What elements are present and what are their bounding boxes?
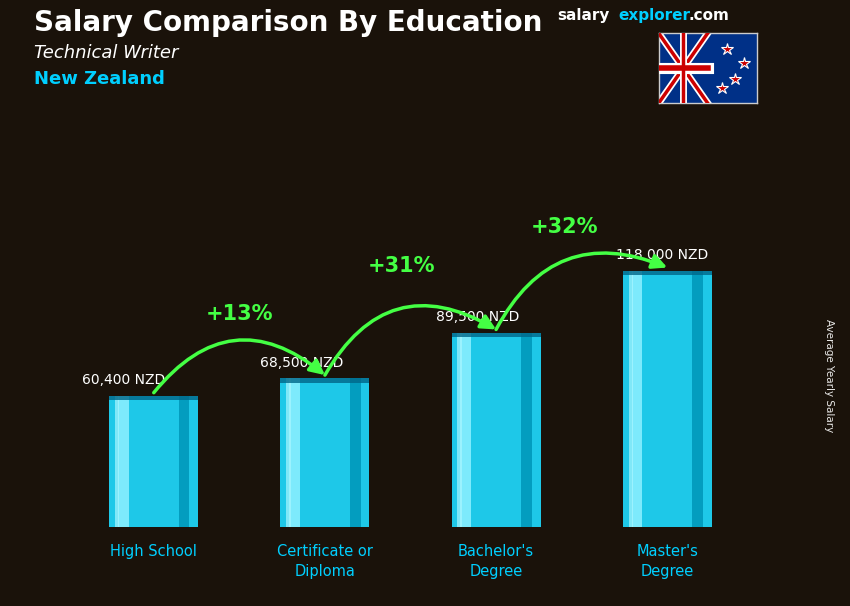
Text: +31%: +31% [368, 256, 436, 276]
Bar [280, 378, 370, 527]
Bar [280, 378, 370, 383]
Text: +32%: +32% [530, 218, 598, 238]
Bar [461, 333, 471, 527]
Bar [451, 333, 541, 527]
Bar [457, 333, 462, 527]
Bar [286, 378, 291, 527]
Text: 89,500 NZD: 89,500 NZD [436, 310, 519, 324]
Bar [521, 333, 532, 527]
Bar [692, 271, 703, 527]
Text: New Zealand: New Zealand [34, 70, 165, 88]
Bar [110, 396, 198, 527]
Bar [118, 396, 129, 527]
Bar [628, 271, 633, 527]
Bar [115, 396, 120, 527]
Text: explorer: explorer [618, 8, 690, 23]
Text: Technical Writer: Technical Writer [34, 44, 178, 62]
Bar [623, 271, 711, 275]
Bar [178, 396, 190, 527]
Text: 118,000 NZD: 118,000 NZD [616, 248, 708, 262]
Bar [623, 271, 711, 527]
Text: Average Yearly Salary: Average Yearly Salary [824, 319, 834, 432]
Bar [289, 378, 300, 527]
Text: +13%: +13% [206, 304, 273, 324]
Text: salary: salary [557, 8, 609, 23]
Text: .com: .com [688, 8, 729, 23]
Bar [350, 378, 360, 527]
Text: 60,400 NZD: 60,400 NZD [82, 373, 165, 387]
Text: Salary Comparison By Education: Salary Comparison By Education [34, 9, 542, 37]
Bar [451, 333, 541, 337]
Bar [632, 271, 643, 527]
Text: 68,500 NZD: 68,500 NZD [260, 356, 343, 370]
Bar [110, 396, 198, 401]
